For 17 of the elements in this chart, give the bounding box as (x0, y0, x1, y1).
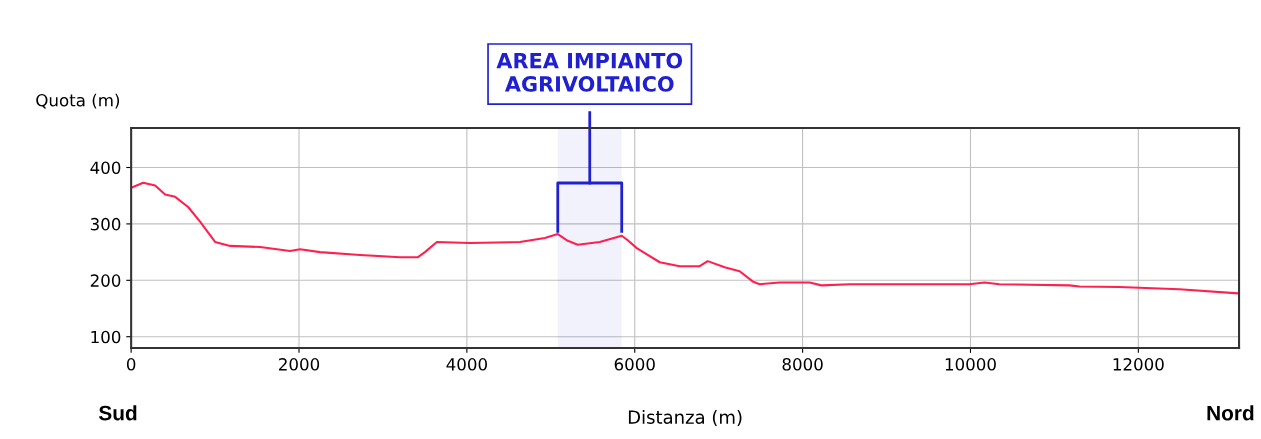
text: Nord (1207, 405, 1254, 421)
y-tick-label: 300 (90, 217, 121, 231)
text: Sud (98, 405, 137, 421)
x-tick-label: 6000 (614, 358, 655, 371)
x-tick-label: 10000 (945, 358, 996, 371)
x-tick-label: 0 (126, 358, 136, 371)
y-axis-title: Quota (m) (36, 93, 120, 109)
x-tick-label: 4000 (446, 358, 487, 371)
y-tick-label: 400 (90, 161, 121, 175)
x-tick-label: 8000 (782, 358, 823, 371)
y-tick-label: 100 (91, 330, 121, 344)
line-series (131, 181, 1239, 295)
x-tick-label: 2000 (279, 358, 320, 371)
x-axis-title: Distanza (m) (628, 409, 742, 427)
y-tick-label: 200 (90, 274, 121, 287)
x-tick-label: 12000 (1113, 358, 1164, 371)
band-label: AREA IMPIANTO AGRIVOLTAICO (496, 52, 683, 92)
